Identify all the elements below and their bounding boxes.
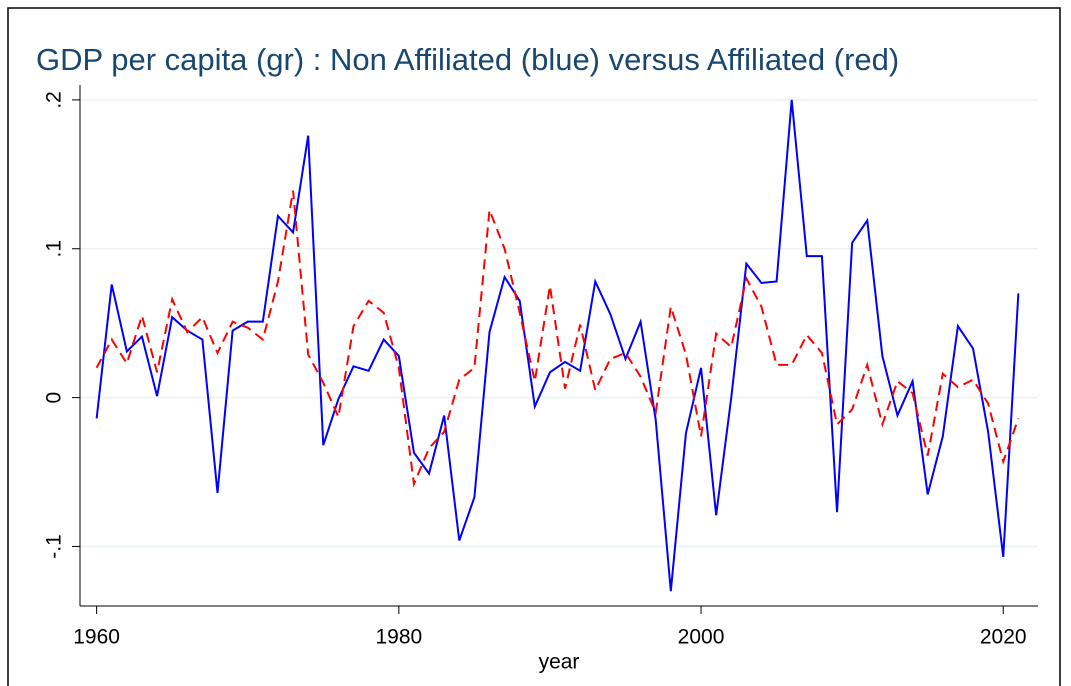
x-tick-label: 1980 — [375, 626, 422, 649]
x-axis-label: year — [539, 651, 580, 674]
y-tick-label: .1 — [43, 240, 66, 258]
y-tick-label: .2 — [43, 91, 66, 109]
x-tick-label: 1960 — [73, 626, 120, 649]
x-tick-label: 2020 — [980, 626, 1027, 649]
graph-frame — [7, 7, 1061, 686]
y-tick-label: -.1 — [43, 534, 66, 559]
data-line — [95, 99, 1020, 592]
data-line — [95, 190, 1020, 488]
y-tick-label: 0 — [43, 392, 66, 404]
x-tick-label: 2000 — [678, 626, 725, 649]
chart-title: GDP per capita (gr) : Non Affiliated (bl… — [36, 42, 899, 77]
